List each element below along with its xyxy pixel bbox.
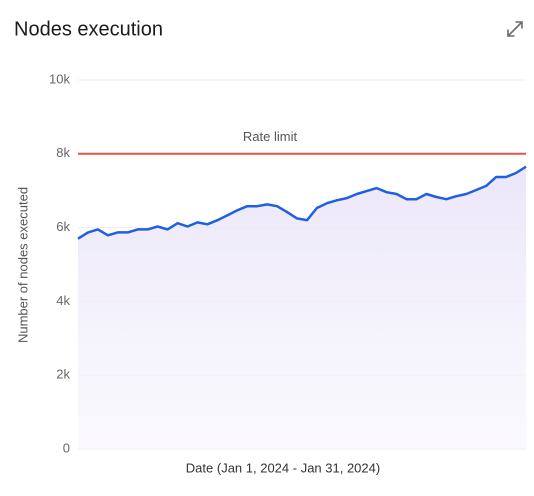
y-tick-label: 4k: [56, 293, 70, 308]
y-tick-label: 6k: [56, 219, 70, 234]
y-tick-label: 10k: [49, 71, 70, 86]
area: [78, 166, 526, 449]
y-tick-label: 0: [63, 440, 70, 455]
y-tick-label: 2k: [56, 367, 70, 382]
x-axis-label: Date (Jan 1, 2024 - Jan 31, 2024): [186, 460, 380, 475]
threshold-label: Rate limit: [243, 129, 298, 144]
expand-icon[interactable]: [507, 21, 523, 37]
y-axis-label: Number of nodes executed: [15, 187, 30, 343]
chart-title: Nodes execution: [14, 18, 163, 40]
y-tick-label: 8k: [56, 145, 70, 160]
line: [77, 165, 527, 240]
